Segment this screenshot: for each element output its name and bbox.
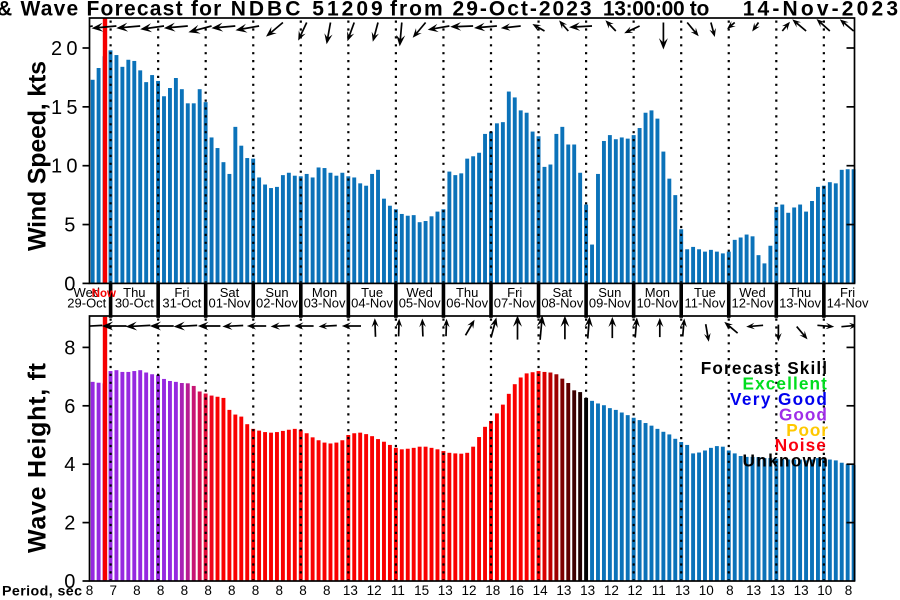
svg-text:15: 15	[414, 583, 429, 598]
svg-text:18: 18	[485, 583, 500, 598]
svg-text:Thu: Thu	[456, 285, 478, 300]
svg-text:09-Nov: 09-Nov	[589, 295, 631, 310]
svg-text:8: 8	[64, 337, 75, 359]
svg-text:8: 8	[133, 583, 141, 598]
svg-text:13:00:00 to: 13:00:00 to	[603, 0, 709, 21]
svg-text:12: 12	[367, 583, 382, 598]
svg-text:4: 4	[64, 454, 75, 476]
svg-text:29-Oct: 29-Oct	[67, 295, 106, 310]
svg-text:8: 8	[252, 583, 260, 598]
svg-text:12: 12	[462, 583, 477, 598]
svg-text:02-Nov: 02-Nov	[256, 295, 298, 310]
svg-text:7: 7	[109, 583, 117, 598]
svg-text:6: 6	[64, 396, 75, 418]
svg-text:Fri: Fri	[840, 285, 855, 300]
svg-text:13: 13	[770, 583, 785, 598]
svg-text:04-Nov: 04-Nov	[351, 295, 393, 310]
svg-text:16: 16	[509, 583, 524, 598]
svg-text:Thu: Thu	[123, 285, 145, 300]
svg-text:11: 11	[652, 583, 666, 598]
svg-text:13: 13	[746, 583, 761, 598]
svg-text:06-Nov: 06-Nov	[446, 295, 488, 310]
svg-text:10-Nov: 10-Nov	[636, 295, 678, 310]
svg-text:10: 10	[817, 583, 832, 598]
svg-text:12: 12	[604, 583, 619, 598]
svg-text:8: 8	[845, 583, 853, 598]
svg-text:8: 8	[323, 583, 331, 598]
svg-text:14: 14	[533, 583, 549, 598]
svg-text:Fri: Fri	[507, 285, 522, 300]
svg-text:Wave Height, ft: Wave Height, ft	[24, 362, 52, 553]
svg-text:from 29-Oct-2023: from 29-Oct-2023	[390, 0, 592, 21]
svg-text:13: 13	[556, 583, 571, 598]
svg-text:14-Nov: 14-Nov	[827, 295, 869, 310]
svg-text:NDBC 51209: NDBC 51209	[231, 0, 383, 21]
svg-text:13: 13	[343, 583, 358, 598]
svg-text:8: 8	[181, 583, 189, 598]
svg-text:11: 11	[391, 583, 405, 598]
svg-text:13: 13	[675, 583, 690, 598]
svg-text:Period, sec: Period, sec	[2, 584, 82, 600]
svg-text:8: 8	[228, 583, 236, 598]
svg-text:31-Oct: 31-Oct	[162, 295, 201, 310]
svg-text:8: 8	[726, 583, 734, 598]
svg-text:8: 8	[204, 583, 212, 598]
svg-text:08-Nov: 08-Nov	[541, 295, 583, 310]
svg-text:0: 0	[64, 273, 75, 295]
svg-text:Poor: Poor	[786, 420, 828, 440]
svg-text:Now: Now	[92, 288, 116, 300]
svg-text:03-Nov: 03-Nov	[304, 295, 346, 310]
svg-text:8: 8	[276, 583, 284, 598]
svg-text:Mon: Mon	[312, 285, 337, 300]
svg-text:13: 13	[794, 583, 809, 598]
svg-text:Sat: Sat	[220, 285, 240, 300]
svg-text:05-Nov: 05-Nov	[399, 295, 441, 310]
svg-text:Very Good: Very Good	[730, 389, 827, 409]
svg-text:Wed: Wed	[74, 285, 101, 300]
svg-text:13: 13	[438, 583, 453, 598]
svg-text:Sun: Sun	[265, 285, 288, 300]
svg-text:30-Oct: 30-Oct	[115, 295, 154, 310]
svg-text:Tue: Tue	[694, 285, 716, 300]
svg-text:8: 8	[299, 583, 307, 598]
svg-text:Noise: Noise	[775, 435, 826, 455]
svg-text:14-Nov-2023: 14-Nov-2023	[743, 0, 898, 21]
svg-text:& Wave Forecast for: & Wave Forecast for	[0, 0, 221, 21]
svg-text:0: 0	[64, 571, 75, 593]
svg-text:07-Nov: 07-Nov	[494, 295, 536, 310]
svg-text:5: 5	[64, 215, 75, 237]
svg-text:Mon: Mon	[645, 285, 670, 300]
svg-text:Fri: Fri	[174, 285, 189, 300]
svg-text:12: 12	[628, 583, 643, 598]
svg-text:Sat: Sat	[553, 285, 573, 300]
svg-text:Wind Speed, kts: Wind Speed, kts	[24, 61, 52, 251]
svg-text:Wed: Wed	[406, 285, 433, 300]
svg-text:Excellent: Excellent	[743, 373, 828, 393]
svg-text:Good: Good	[779, 404, 827, 424]
svg-text:8: 8	[157, 583, 165, 598]
svg-text:Tue: Tue	[361, 285, 383, 300]
svg-text:01-Nov: 01-Nov	[208, 295, 250, 310]
svg-text:13: 13	[580, 583, 595, 598]
svg-text:Wed: Wed	[739, 285, 766, 300]
svg-text:11-Nov: 11-Nov	[684, 295, 725, 310]
svg-text:12-Nov: 12-Nov	[732, 295, 774, 310]
svg-text:Sun: Sun	[598, 285, 621, 300]
svg-text:10: 10	[699, 583, 714, 598]
svg-text:Thu: Thu	[789, 285, 811, 300]
svg-text:Forecast Skill: Forecast Skill	[701, 358, 827, 378]
svg-text:8: 8	[86, 583, 94, 598]
svg-text:Unknown: Unknown	[743, 451, 828, 471]
svg-text:13-Nov: 13-Nov	[779, 295, 821, 310]
svg-text:2: 2	[64, 513, 75, 535]
